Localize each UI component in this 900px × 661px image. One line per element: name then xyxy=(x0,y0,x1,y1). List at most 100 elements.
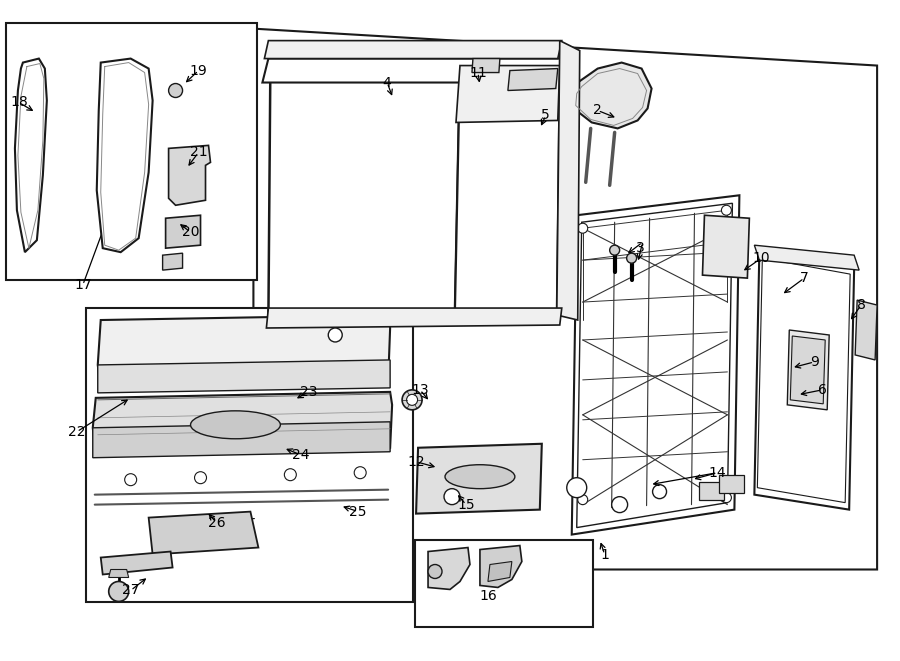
Text: 19: 19 xyxy=(190,63,207,77)
Circle shape xyxy=(109,582,129,602)
Circle shape xyxy=(448,492,456,500)
Polygon shape xyxy=(572,195,740,535)
Polygon shape xyxy=(754,252,854,510)
Ellipse shape xyxy=(191,411,281,439)
Polygon shape xyxy=(166,215,201,248)
Polygon shape xyxy=(790,336,825,404)
Text: 23: 23 xyxy=(300,385,317,399)
Polygon shape xyxy=(472,59,500,73)
Text: 21: 21 xyxy=(190,145,207,159)
Text: +: + xyxy=(314,248,327,262)
Circle shape xyxy=(578,223,588,233)
Polygon shape xyxy=(754,245,859,270)
Polygon shape xyxy=(109,570,129,578)
Ellipse shape xyxy=(445,465,515,488)
Circle shape xyxy=(567,478,587,498)
Circle shape xyxy=(612,496,627,513)
Circle shape xyxy=(172,87,179,94)
Polygon shape xyxy=(488,561,512,582)
Text: 18: 18 xyxy=(10,95,28,110)
Circle shape xyxy=(407,395,418,405)
Text: 11: 11 xyxy=(469,65,487,79)
Text: 1: 1 xyxy=(600,547,609,562)
Polygon shape xyxy=(254,28,878,570)
Polygon shape xyxy=(480,545,522,588)
Polygon shape xyxy=(758,258,850,502)
Text: 10: 10 xyxy=(752,251,770,265)
Text: 8: 8 xyxy=(857,298,866,312)
Polygon shape xyxy=(699,482,725,500)
Polygon shape xyxy=(168,145,211,206)
Text: 17: 17 xyxy=(74,278,92,292)
Polygon shape xyxy=(268,65,460,320)
Circle shape xyxy=(578,494,588,504)
Circle shape xyxy=(444,488,460,504)
Text: 20: 20 xyxy=(182,225,199,239)
Polygon shape xyxy=(557,40,580,320)
Circle shape xyxy=(283,67,288,73)
Text: 27: 27 xyxy=(122,584,140,598)
Circle shape xyxy=(402,390,422,410)
Polygon shape xyxy=(15,59,47,252)
Text: 6: 6 xyxy=(818,383,827,397)
Text: 15: 15 xyxy=(457,498,475,512)
Polygon shape xyxy=(456,65,560,122)
Text: 7: 7 xyxy=(800,271,808,285)
Circle shape xyxy=(572,483,581,492)
Text: 3: 3 xyxy=(636,241,645,255)
Text: 26: 26 xyxy=(208,516,225,529)
Circle shape xyxy=(328,328,342,342)
Polygon shape xyxy=(89,485,388,515)
Circle shape xyxy=(294,67,301,73)
Polygon shape xyxy=(719,475,744,492)
Polygon shape xyxy=(455,65,560,315)
Circle shape xyxy=(626,253,636,263)
Polygon shape xyxy=(96,59,153,252)
Polygon shape xyxy=(855,300,878,360)
Polygon shape xyxy=(6,22,257,280)
Circle shape xyxy=(609,245,619,255)
Circle shape xyxy=(722,206,732,215)
Text: 2: 2 xyxy=(593,104,602,118)
Text: 13: 13 xyxy=(411,383,429,397)
Circle shape xyxy=(113,586,123,596)
Circle shape xyxy=(355,467,366,479)
Polygon shape xyxy=(93,392,392,455)
Text: +: + xyxy=(237,341,248,355)
Circle shape xyxy=(194,472,206,484)
Polygon shape xyxy=(148,512,258,555)
Text: 9: 9 xyxy=(810,355,819,369)
Text: 5: 5 xyxy=(542,108,550,122)
Text: 25: 25 xyxy=(349,504,367,519)
Circle shape xyxy=(168,83,183,97)
Polygon shape xyxy=(703,215,750,278)
Circle shape xyxy=(332,332,338,338)
Polygon shape xyxy=(577,204,733,527)
Polygon shape xyxy=(508,69,558,91)
Polygon shape xyxy=(93,422,390,457)
Circle shape xyxy=(359,67,365,73)
Circle shape xyxy=(284,469,296,481)
Polygon shape xyxy=(101,551,173,574)
Polygon shape xyxy=(416,444,542,514)
Polygon shape xyxy=(428,547,470,590)
Text: 12: 12 xyxy=(408,455,425,469)
Circle shape xyxy=(347,67,353,73)
Polygon shape xyxy=(98,315,390,388)
Polygon shape xyxy=(263,59,562,83)
Circle shape xyxy=(652,485,667,498)
Text: 4: 4 xyxy=(382,75,392,89)
Text: 16: 16 xyxy=(479,590,497,603)
Text: 22: 22 xyxy=(68,425,86,439)
Text: 24: 24 xyxy=(292,447,309,462)
Text: 14: 14 xyxy=(708,466,726,480)
Polygon shape xyxy=(415,539,593,627)
Polygon shape xyxy=(163,253,183,270)
Polygon shape xyxy=(788,330,829,410)
Circle shape xyxy=(125,474,137,486)
Polygon shape xyxy=(98,360,390,393)
Polygon shape xyxy=(573,63,652,128)
Polygon shape xyxy=(86,308,413,602)
Polygon shape xyxy=(89,457,392,515)
Text: +: + xyxy=(500,274,510,287)
